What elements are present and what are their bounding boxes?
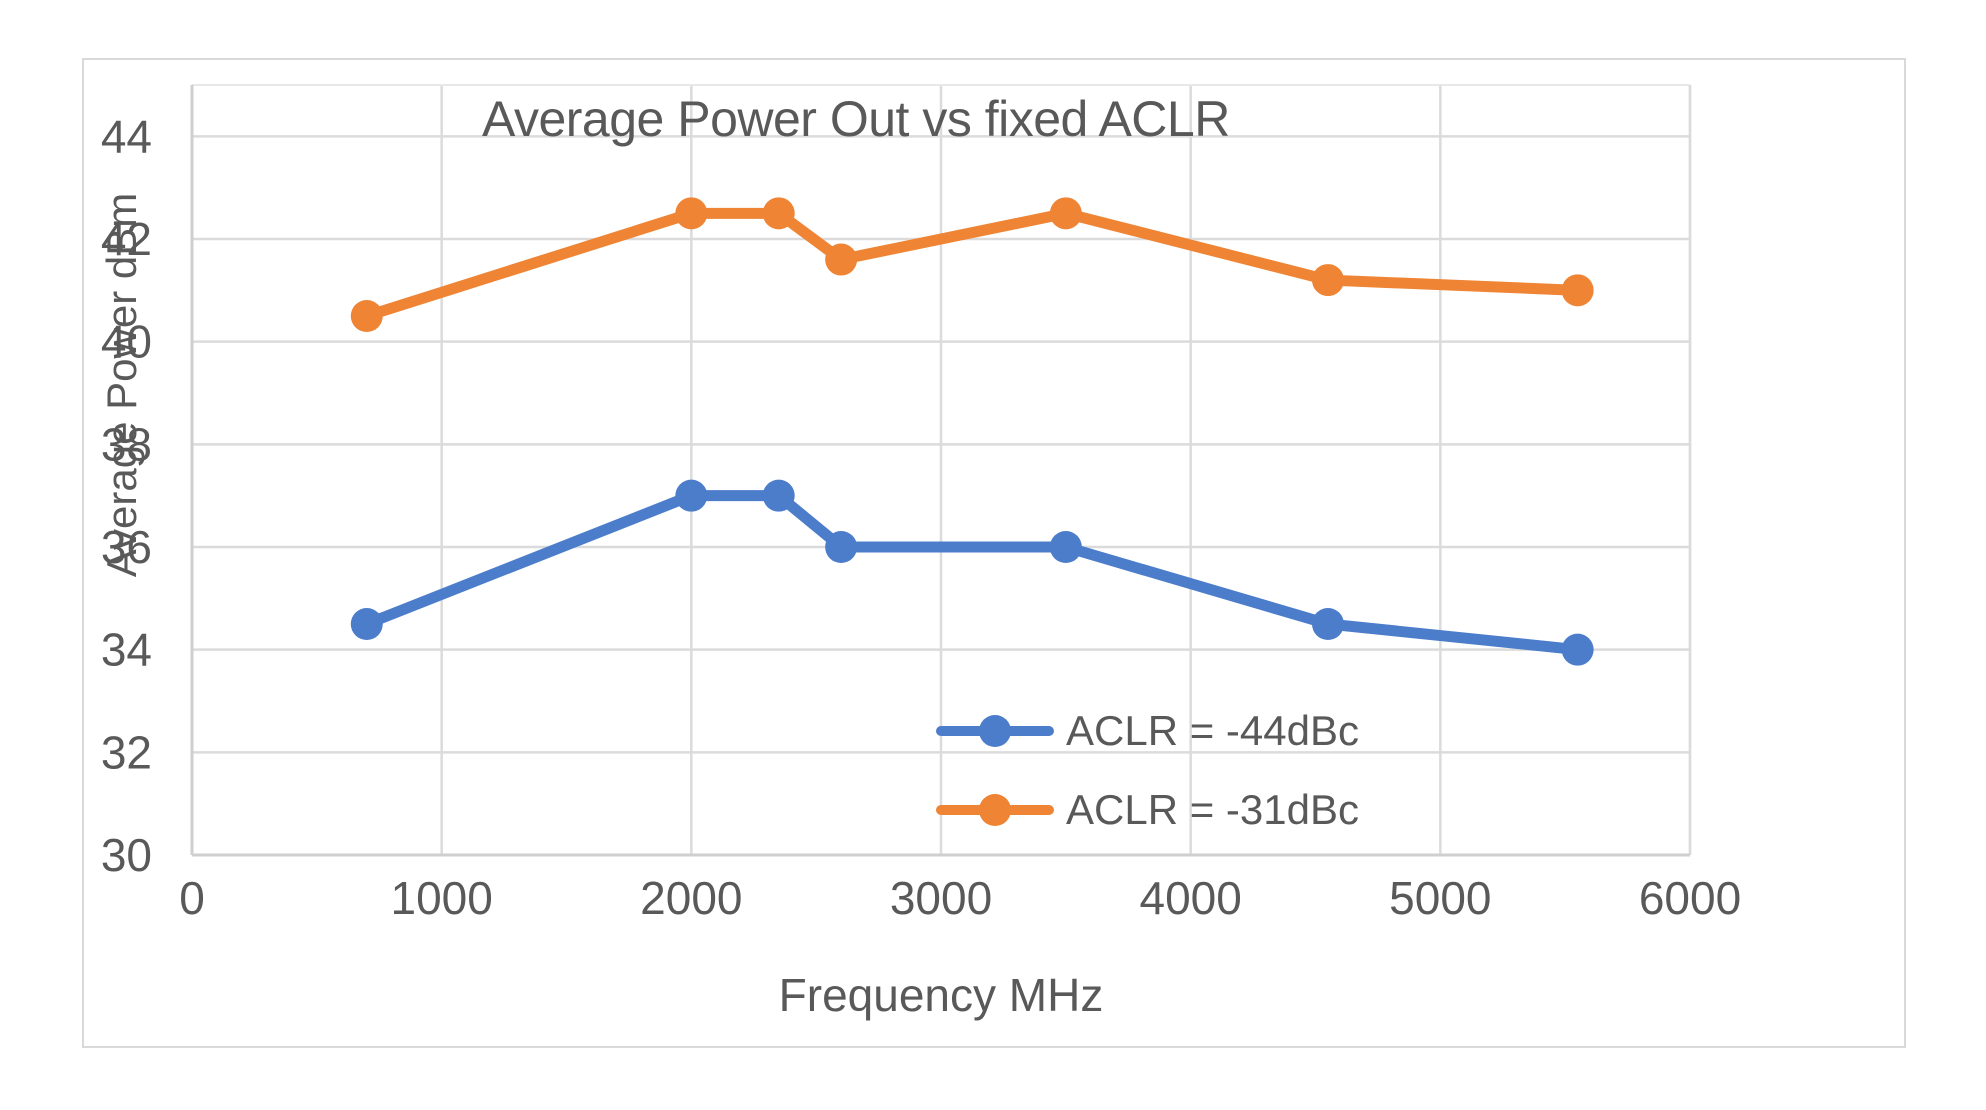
svg-text:34: 34 bbox=[101, 624, 152, 676]
legend-label: ACLR = -44dBc bbox=[1066, 707, 1359, 754]
chart-title: Average Power Out vs fixed ACLR bbox=[482, 91, 1230, 147]
legend-item-aclr-44: ACLR = -44dBc bbox=[936, 707, 1359, 754]
svg-text:4000: 4000 bbox=[1139, 872, 1241, 924]
svg-text:42: 42 bbox=[101, 213, 152, 265]
svg-text:30: 30 bbox=[101, 829, 152, 881]
svg-text:0: 0 bbox=[179, 872, 205, 924]
svg-text:40: 40 bbox=[101, 316, 152, 368]
svg-text:2000: 2000 bbox=[640, 872, 742, 924]
svg-text:6000: 6000 bbox=[1639, 872, 1741, 924]
legend-line-swatch bbox=[936, 794, 1054, 826]
svg-text:32: 32 bbox=[101, 726, 152, 778]
svg-text:36: 36 bbox=[101, 521, 152, 573]
svg-text:38: 38 bbox=[101, 418, 152, 470]
legend-line-swatch bbox=[936, 715, 1054, 747]
x-axis-title: Frequency MHz bbox=[778, 969, 1104, 1021]
svg-text:3000: 3000 bbox=[890, 872, 992, 924]
svg-text:5000: 5000 bbox=[1389, 872, 1491, 924]
y-axis-title: Average Power dBm bbox=[98, 192, 145, 578]
legend-marker-icon bbox=[979, 794, 1011, 826]
legend-item-aclr-31: ACLR = -31dBc bbox=[936, 786, 1359, 833]
legend-label: ACLR = -31dBc bbox=[1066, 786, 1359, 833]
svg-text:44: 44 bbox=[101, 110, 152, 162]
svg-text:1000: 1000 bbox=[390, 872, 492, 924]
legend-marker-icon bbox=[979, 715, 1011, 747]
